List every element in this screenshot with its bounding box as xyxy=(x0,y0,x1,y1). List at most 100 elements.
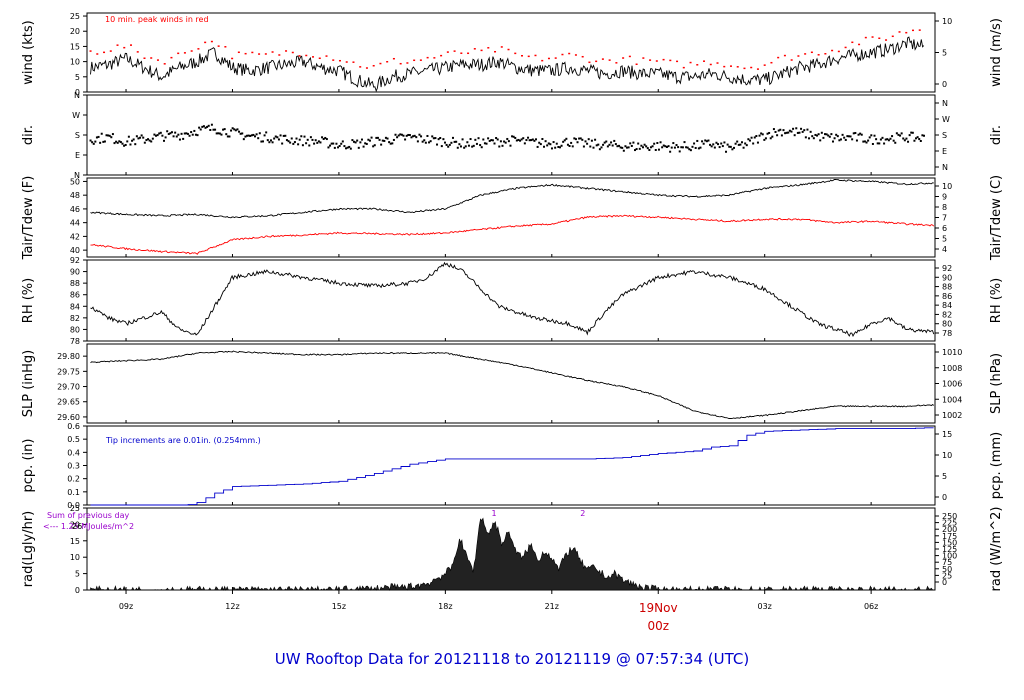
wind-peak-point xyxy=(716,62,719,64)
wind-ytick-label: 0 xyxy=(75,88,80,97)
temp-ylabel: Tair/Tdew (F) xyxy=(21,176,36,261)
dir-point xyxy=(423,139,426,142)
wind-peak-point xyxy=(520,55,523,57)
slp-ytick-right-label: 1002 xyxy=(942,411,962,420)
wind-peak-point xyxy=(312,56,315,58)
dir-ylabel: dir. xyxy=(21,125,36,145)
dir-point xyxy=(854,131,857,134)
wind-peak-point xyxy=(891,35,894,38)
dir-point xyxy=(787,131,790,134)
wind-ytick-right-label: 5 xyxy=(942,49,947,58)
wind-peak-point xyxy=(595,60,598,63)
dir-point xyxy=(266,139,269,142)
dir-point xyxy=(600,146,603,149)
slp-ytick-right-label: 1008 xyxy=(942,364,962,373)
dir-point xyxy=(434,137,437,140)
wind-peak-point xyxy=(136,51,139,53)
rh-ytick-label: 82 xyxy=(70,314,80,323)
dir-point xyxy=(523,142,526,145)
slp-ytick-label: 29.70 xyxy=(57,383,80,392)
dir-point xyxy=(689,149,692,152)
dir-point xyxy=(246,134,249,137)
dir-point xyxy=(504,141,507,144)
rad-ytick-right-label: 250 xyxy=(942,512,957,521)
dir-point xyxy=(458,143,461,146)
dir-point xyxy=(461,138,464,141)
dir-point xyxy=(151,137,154,140)
wind-ytick-label: 5 xyxy=(75,73,80,82)
pcp-ytick-right-label: 10 xyxy=(942,451,952,460)
dir-point xyxy=(356,139,359,142)
dir-point xyxy=(490,139,493,142)
wind-peak-point xyxy=(460,52,463,54)
wind-annotation: 10 min. peak winds in red xyxy=(105,15,209,24)
dir-point xyxy=(715,141,718,144)
dir-point xyxy=(338,144,341,147)
wind-peak-point xyxy=(419,59,422,61)
wind-peak-point xyxy=(527,55,530,58)
dir-point xyxy=(531,138,534,141)
dir-point xyxy=(732,146,735,149)
slp-ytick-label: 29.75 xyxy=(57,367,80,376)
dir-point xyxy=(643,143,646,146)
dir-point xyxy=(667,145,670,148)
rad-marker: 2 xyxy=(580,509,585,518)
dir-point xyxy=(878,142,881,145)
dir-point xyxy=(384,136,387,139)
dir-point xyxy=(166,130,169,133)
dir-point xyxy=(522,137,525,140)
dir-point xyxy=(905,137,908,140)
dir-point xyxy=(611,144,614,147)
dir-point xyxy=(450,141,453,144)
dir-point xyxy=(348,145,351,148)
dir-point xyxy=(102,140,105,143)
dir-point xyxy=(515,139,518,142)
dir-ytick-label: S xyxy=(75,131,80,140)
dir-point xyxy=(867,139,870,142)
dir-point xyxy=(479,144,482,147)
dir-point xyxy=(520,138,523,141)
dir-point xyxy=(327,146,330,149)
rh-ytick-right-label: 84 xyxy=(942,301,952,310)
dir-point xyxy=(691,145,694,148)
dir-point xyxy=(153,133,156,136)
dir-point xyxy=(535,138,538,141)
dir-point xyxy=(638,147,641,150)
dir-point xyxy=(92,142,95,145)
dir-point xyxy=(753,136,756,139)
dir-point xyxy=(265,131,268,134)
wind-peak-point xyxy=(473,48,476,50)
dir-point xyxy=(734,142,737,145)
dir-point xyxy=(292,142,295,145)
dir-point xyxy=(210,123,213,126)
dir-point xyxy=(89,139,92,142)
dir-point xyxy=(148,139,151,142)
pcp-ytick-right-label: 0 xyxy=(942,493,947,502)
dir-point xyxy=(809,130,812,133)
dir-point xyxy=(550,147,553,150)
dir-point xyxy=(383,139,386,142)
wind-peak-point xyxy=(703,60,706,62)
wind-peak-point xyxy=(352,61,355,63)
rh-ytick-right-label: 78 xyxy=(942,329,952,338)
dir-point xyxy=(574,138,577,141)
dir-point xyxy=(472,144,475,147)
dir-point xyxy=(99,141,102,144)
dir-point xyxy=(758,134,761,137)
dir-point xyxy=(769,137,772,140)
wind-peak-point xyxy=(554,57,557,59)
dir-point xyxy=(681,146,684,149)
dir-point xyxy=(629,142,632,145)
dir-point xyxy=(412,135,415,138)
dir-ytick-right-label: N xyxy=(942,163,948,172)
dir-point xyxy=(147,138,150,141)
dir-point xyxy=(768,131,771,134)
wind-peak-point xyxy=(467,52,470,55)
dir-point xyxy=(131,139,134,142)
dir-point xyxy=(635,148,638,151)
wind-peak-point xyxy=(709,63,712,66)
dir-point xyxy=(308,144,311,147)
pcp-ytick-label: 0.1 xyxy=(67,488,80,497)
dir-point xyxy=(602,143,605,146)
wind-peak-point xyxy=(446,51,449,53)
